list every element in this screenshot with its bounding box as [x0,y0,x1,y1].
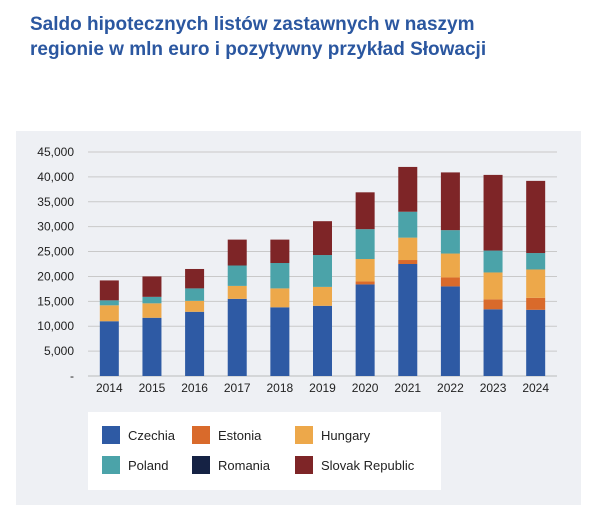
chart-title: Saldo hipotecznych listów zastawnych w n… [30,12,575,62]
x-tick-label: 2021 [394,381,421,395]
bar-segment-hungary-2017 [227,285,247,299]
chart-legend: Czechia Estonia Hungary Poland Romania S… [88,412,441,490]
y-tick-label: 35,000 [37,195,74,209]
x-tick-label: 2020 [352,381,379,395]
bar-segment-czechia-2022 [440,286,460,376]
legend-swatch-poland [102,456,120,474]
bar-segment-czechia-2023 [483,309,503,376]
bar-segment-poland-2018 [270,263,290,289]
bar-segment-hungary-2021 [398,237,418,261]
x-tick-label: 2022 [437,381,464,395]
bar-segment-slovak-republic-2016 [185,268,205,289]
bar-segment-czechia-2015 [142,317,162,376]
legend-swatch-romania [192,456,210,474]
bar-segment-czechia-2014 [99,321,119,376]
bar-segment-hungary-2016 [185,300,205,312]
y-tick-label: 25,000 [37,245,74,259]
bar-segment-poland-2014 [99,300,119,306]
y-tick-label: 45,000 [37,145,74,159]
bar-segment-hungary-2018 [270,288,290,308]
bar-segment-slovak-republic-2018 [270,239,290,264]
legend-label-slovak-republic: Slovak Republic [321,457,415,473]
y-tick-label: 20,000 [37,269,74,283]
legend-swatch-czechia [102,426,120,444]
y-tick-label: 10,000 [37,319,74,333]
bar-segment-slovak-republic-2021 [398,166,418,212]
bar-segment-czechia-2018 [270,307,290,376]
legend-swatch-hungary [295,426,313,444]
bar-segment-hungary-2020 [355,259,375,282]
chart-title-line1: Saldo hipotecznych listów zastawnych w n… [30,14,475,35]
bar-segment-hungary-2023 [483,272,503,300]
x-tick-label: 2014 [96,381,123,395]
bar-segment-poland-2022 [440,230,460,254]
y-tick-label: 5,000 [44,344,74,358]
bar-segment-slovak-republic-2023 [483,174,503,251]
y-tick-label: 15,000 [37,294,74,308]
bar-segment-czechia-2021 [398,264,418,376]
bar-segment-slovak-republic-2022 [440,172,460,231]
legend-swatch-estonia [192,426,210,444]
bar-segment-slovak-republic-2019 [313,221,332,256]
legend-item-poland: Poland [102,456,168,474]
x-tick-label: 2015 [139,381,166,395]
x-tick-label: 2023 [480,381,507,395]
bar-segment-poland-2019 [313,255,332,287]
legend-item-hungary: Hungary [295,426,370,444]
bar-segment-slovak-republic-2014 [99,280,119,301]
bar-segment-czechia-2019 [313,305,332,376]
legend-label-poland: Poland [128,457,169,473]
x-tick-label: 2024 [522,381,549,395]
x-tick-label: 2018 [267,381,294,395]
bar-segment-poland-2017 [227,265,247,286]
bar-segment-czechia-2017 [227,298,247,376]
bar-segment-czechia-2024 [526,309,546,376]
bar-segment-poland-2020 [355,229,375,260]
bar-segment-czechia-2016 [185,311,205,376]
legend-label-czechia: Czechia [128,427,175,443]
bar-segment-hungary-2019 [313,286,332,306]
legend-item-czechia: Czechia [102,426,175,444]
bar-segment-slovak-republic-2024 [526,180,546,254]
bar-segment-czechia-2020 [355,284,375,376]
legend-swatch-slovak-republic [295,456,313,474]
legend-item-slovak-republic: Slovak Republic [295,456,414,474]
bar-segment-hungary-2024 [526,269,546,298]
bar-segment-estonia-2024 [526,297,546,310]
bar-segment-slovak-republic-2017 [227,239,247,266]
y-tick-label: - [70,369,74,383]
legend-item-romania: Romania [192,456,270,474]
legend-label-hungary: Hungary [321,427,371,443]
y-tick-label: 40,000 [37,170,74,184]
x-tick-label: 2016 [181,381,208,395]
bar-segment-poland-2023 [483,250,503,273]
y-tick-label: 30,000 [37,220,74,234]
legend-label-estonia: Estonia [218,427,262,443]
bar-segment-hungary-2022 [440,253,460,278]
bar-segment-hungary-2014 [99,305,119,322]
bar-segment-estonia-2023 [483,299,503,310]
x-tick-label: 2019 [309,381,336,395]
chart-title-line2: regionie w mln euro i pozytywny przykład… [30,39,487,60]
legend-label-romania: Romania [218,457,271,473]
bar-segment-slovak-republic-2015 [142,276,162,297]
bar-segment-estonia-2022 [440,277,460,287]
bar-segment-poland-2016 [185,288,205,301]
bar-segment-poland-2024 [526,253,546,270]
bar-segment-slovak-republic-2020 [355,192,375,230]
bar-segment-hungary-2015 [142,303,162,318]
bar-segment-estonia-2021 [398,260,418,264]
x-tick-label: 2017 [224,381,251,395]
bar-segment-poland-2021 [398,211,418,238]
bar-segment-estonia-2020 [355,281,375,285]
legend-item-estonia: Estonia [192,426,261,444]
bar-segment-poland-2015 [142,296,162,304]
